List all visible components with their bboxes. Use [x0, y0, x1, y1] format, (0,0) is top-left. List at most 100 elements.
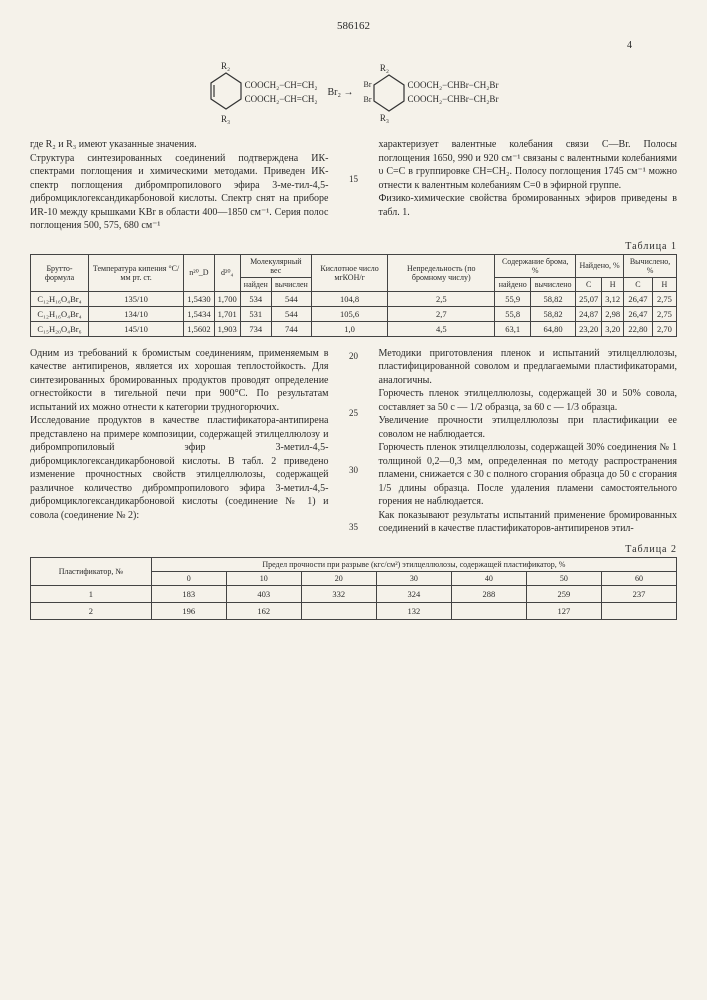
doc-number: 586162	[30, 20, 677, 32]
table-cell: 2,98	[602, 306, 624, 321]
table-cell: 24,87	[576, 306, 602, 321]
cyclohexene-ring-icon	[209, 71, 243, 111]
table-row: Брутто-формула Температура кипения °С/мм…	[31, 254, 677, 277]
table-cell: 2,75	[652, 306, 676, 321]
th-br-calc: вычислено	[531, 277, 576, 291]
table-cell	[601, 602, 676, 619]
product-structure: R₂ Br Br R₃ COOCH₂−CHBr−CH₂Br COOCH₂−CHB…	[364, 63, 499, 123]
line-number: 35	[345, 522, 363, 532]
reaction-arrow: Br₂ →	[328, 87, 354, 98]
table-cell: 237	[601, 585, 676, 602]
table-cell: 58,82	[531, 291, 576, 306]
table-cell: 26,47	[624, 306, 653, 321]
table-row: C₁₅H₂₀O₄Br₆145/101,56021,9037347441,04,5…	[31, 321, 677, 336]
line-number: 30	[345, 465, 363, 475]
table-row: 2196162 132 127	[31, 602, 677, 619]
table-cell	[451, 602, 526, 619]
th-br: Содержание брома, %	[495, 254, 576, 277]
table-cell: 1,5430	[184, 291, 214, 306]
br-bot-label: Br	[364, 93, 372, 107]
top-right-column: характеризует валентные колебания связи …	[379, 138, 678, 233]
mid-left-column: Одним из требований к бромистым соединен…	[30, 347, 329, 536]
th-bp: Температура кипения °С/мм рт. ст.	[88, 254, 183, 291]
th-percent: 50	[526, 571, 601, 585]
table-cell: 332	[301, 585, 376, 602]
table-cell: 534	[240, 291, 271, 306]
table-cell: 288	[451, 585, 526, 602]
th-mol-calc: вычислен	[271, 277, 311, 291]
table-cell: 3,12	[602, 291, 624, 306]
table-cell: 4,5	[388, 321, 495, 336]
table-cell: 196	[151, 602, 226, 619]
th-percent: 10	[226, 571, 301, 585]
table-1-label: Таблица 1	[30, 241, 677, 252]
table-cell: C₁₂H₁₆O₄Br₄	[31, 306, 89, 321]
th-percent: 0	[151, 571, 226, 585]
table-cell: 127	[526, 602, 601, 619]
table-cell: 3,20	[602, 321, 624, 336]
table-cell: 162	[226, 602, 301, 619]
line-number: 25	[345, 408, 363, 418]
ester-line-2: COOCH₂−CH=CH₂	[245, 93, 318, 107]
table-cell: 544	[271, 306, 311, 321]
mid-line-numbers: 20 25 30 35	[345, 347, 363, 536]
table-cell: 2,70	[652, 321, 676, 336]
th-plast: Пластификатор, №	[31, 557, 152, 585]
th-unsat: Непредельность (по бромному числу)	[388, 254, 495, 291]
th-h-calc: H	[652, 277, 676, 291]
table-cell: 55,9	[495, 291, 531, 306]
th-strength: Предел прочности при разрыве (кгс/см²) э…	[151, 557, 676, 571]
th-percent: 40	[451, 571, 526, 585]
table-cell: 1,0	[311, 321, 387, 336]
table-cell: 2,5	[388, 291, 495, 306]
table-cell: 183	[151, 585, 226, 602]
th-molwt: Молекулярный вес	[240, 254, 311, 277]
chemical-scheme: R₂ R₃ COOCH₂−CH=CH₂ COOCH₂−CH=CH₂ Br₂ → …	[30, 61, 677, 124]
th-c-calc: C	[624, 277, 653, 291]
br-top-label: Br	[364, 78, 372, 92]
top-left-column: где R₂ и R₃ имеют указанные значения. Ст…	[30, 138, 329, 233]
table-row: Пластификатор, № Предел прочности при ра…	[31, 557, 677, 571]
top-paragraph-block: где R₂ и R₃ имеют указанные значения. Ст…	[30, 138, 677, 233]
table-cell: 324	[376, 585, 451, 602]
product-line-1: COOCH₂−CHBr−CH₂Br	[408, 79, 499, 93]
table-cell	[301, 602, 376, 619]
reactant-structure: R₂ R₃ COOCH₂−CH=CH₂ COOCH₂−CH=CH₂	[209, 61, 318, 124]
r3-label-right: R₃	[364, 113, 406, 123]
cyclohexane-ring-icon	[372, 73, 406, 113]
r2-label: R₂	[209, 61, 243, 71]
th-c-found: C	[576, 277, 602, 291]
th-mol-found: найден	[240, 277, 271, 291]
product-line-2: COOCH₂−CHBr−CH₂Br	[408, 93, 499, 107]
table-2: Пластификатор, № Предел прочности при ра…	[30, 557, 677, 620]
column-marker: 4	[30, 40, 677, 51]
th-percent: 60	[601, 571, 676, 585]
table-cell: 2,7	[388, 306, 495, 321]
table-cell: 1	[31, 585, 152, 602]
table-cell: 105,6	[311, 306, 387, 321]
table-cell: 63,1	[495, 321, 531, 336]
table-cell: 26,47	[624, 291, 653, 306]
table-cell: 58,82	[531, 306, 576, 321]
table-cell: 1,5602	[184, 321, 214, 336]
table-cell: 1,5434	[184, 306, 214, 321]
table-cell: 23,20	[576, 321, 602, 336]
table-cell: 25,07	[576, 291, 602, 306]
table-cell: 531	[240, 306, 271, 321]
r2-label-right: R₂	[364, 63, 406, 73]
table-cell: 1,701	[214, 306, 240, 321]
table-row: C₁₂H₁₆O₄Br₄135/101,54301,700534544104,82…	[31, 291, 677, 306]
table-cell: 2	[31, 602, 152, 619]
th-percent: 20	[301, 571, 376, 585]
table-cell: 1,700	[214, 291, 240, 306]
table-cell: 64,80	[531, 321, 576, 336]
mid-right-column: Методики приготовления пленок и испытани…	[379, 347, 678, 536]
line-number-15: 15	[345, 138, 363, 233]
th-nd: n²⁰_D	[184, 254, 214, 291]
table-cell: 132	[376, 602, 451, 619]
table-cell: 22,80	[624, 321, 653, 336]
line-number: 20	[345, 351, 363, 361]
th-calc: Вычислено, %	[624, 254, 677, 277]
r3-label: R₃	[209, 114, 243, 124]
table-cell: 259	[526, 585, 601, 602]
